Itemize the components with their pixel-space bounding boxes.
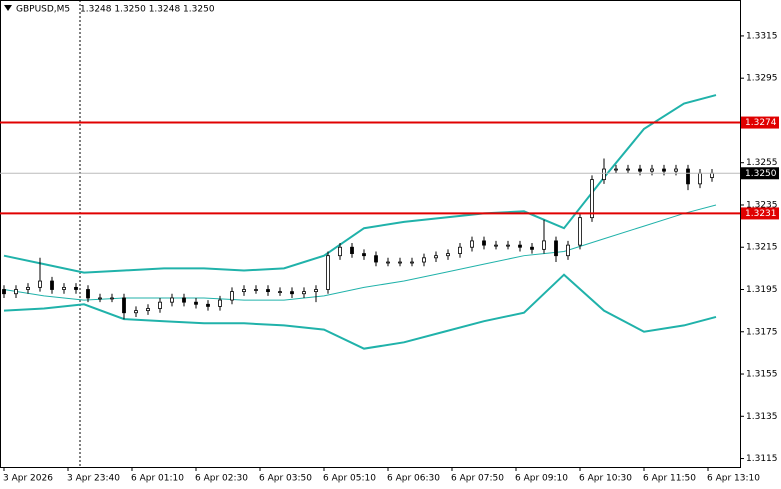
y-tick-label: 1.3135	[746, 412, 778, 422]
y-tick-label: 1.3155	[746, 370, 778, 380]
x-tick-label: 6 Apr 06:30	[387, 474, 440, 484]
current-price-bg	[741, 167, 779, 180]
candle-body	[386, 261, 390, 264]
candle-body	[146, 308, 150, 312]
candle-body	[278, 291, 282, 294]
candle-body	[686, 168, 690, 185]
plot-frame	[0, 0, 741, 468]
candle-body	[86, 289, 90, 299]
candle-body	[374, 255, 378, 263]
candle-body	[482, 240, 486, 246]
candle-body	[338, 246, 342, 257]
candle-body	[446, 253, 450, 257]
candle-body	[578, 217, 582, 246]
candle-body	[362, 253, 366, 257]
y-tick-label: 1.3195	[746, 285, 778, 295]
level-label: 1.3231	[745, 209, 777, 219]
x-tick-label: 6 Apr 01:10	[131, 474, 184, 484]
y-tick-label: 1.3235	[746, 200, 778, 210]
candle-body	[266, 289, 270, 293]
candle-body	[170, 297, 174, 303]
candle-body	[38, 280, 42, 288]
candle-body	[242, 289, 246, 293]
candle-body	[326, 255, 330, 290]
candle-body	[350, 246, 354, 254]
candle-body	[206, 303, 210, 307]
candle-body	[674, 168, 678, 172]
candle-body	[302, 291, 306, 295]
candle-body	[254, 289, 258, 291]
candle-body	[506, 244, 510, 247]
candle-body	[218, 299, 222, 307]
candle-body	[638, 168, 642, 172]
y-tick-label: 1.3215	[746, 243, 778, 253]
x-tick-label: 6 Apr 10:30	[579, 474, 632, 484]
x-tick-label: 3 Apr 2026	[3, 474, 53, 484]
menu-arrow	[4, 5, 12, 11]
candle-body	[662, 168, 666, 172]
candle-body	[554, 240, 558, 257]
x-tick-label: 6 Apr 11:50	[643, 474, 696, 484]
y-tick-label: 1.3255	[746, 158, 778, 168]
candle-body	[122, 297, 126, 314]
candle-body	[530, 246, 534, 250]
x-tick-label: 3 Apr 23:40	[67, 474, 120, 484]
candle-body	[110, 297, 114, 300]
level-label-bg	[741, 116, 779, 129]
ohlc-info: 1.3248 1.3250 1.3248 1.3250	[80, 5, 215, 15]
candle-body	[230, 291, 234, 301]
candle-body	[566, 244, 570, 257]
candle-body	[158, 301, 162, 309]
candle-body	[590, 179, 594, 219]
candle-body	[134, 310, 138, 314]
candle-body	[194, 301, 198, 305]
candle-body	[98, 297, 102, 300]
level-label-bg	[741, 207, 779, 220]
candle-body	[518, 244, 522, 248]
candle-body	[290, 291, 294, 295]
candle-body	[62, 286, 66, 290]
candle-body	[542, 240, 546, 250]
x-tick-label: 6 Apr 03:50	[259, 474, 312, 484]
y-tick-label: 1.3175	[746, 327, 778, 337]
x-tick-label: 6 Apr 07:50	[451, 474, 504, 484]
candle-body	[710, 172, 714, 178]
x-tick-label: 6 Apr 13:10	[707, 474, 760, 484]
symbol: GBPUSD,M5	[16, 5, 70, 15]
candle-body	[422, 257, 426, 263]
candle-body	[398, 261, 402, 264]
candle-body	[50, 280, 54, 290]
candle-body	[14, 289, 18, 295]
candle-body	[2, 289, 6, 295]
candle-body	[410, 261, 414, 264]
candle-body	[458, 246, 462, 254]
candle-body	[74, 286, 78, 290]
candle-body	[494, 244, 498, 247]
candle-body	[434, 255, 438, 259]
candle-body	[602, 168, 606, 181]
level-label: 1.3274	[745, 118, 777, 128]
candle-body	[470, 240, 474, 248]
x-tick-label: 6 Apr 05:10	[323, 474, 376, 484]
candle-body	[650, 168, 654, 172]
y-tick-label: 1.3115	[746, 454, 778, 464]
x-tick-label: 6 Apr 09:10	[515, 474, 568, 484]
candle-body	[26, 286, 30, 290]
candle-body	[614, 168, 618, 171]
x-tick-label: 6 Apr 02:30	[195, 474, 248, 484]
y-tick-label: 1.3315	[746, 31, 778, 41]
candle-body	[626, 168, 630, 171]
current-price-label: 1.3250	[745, 169, 777, 179]
y-tick-label: 1.3295	[746, 74, 778, 84]
candle-body	[182, 297, 186, 303]
candle-body	[698, 172, 702, 185]
candle-body	[314, 289, 318, 293]
